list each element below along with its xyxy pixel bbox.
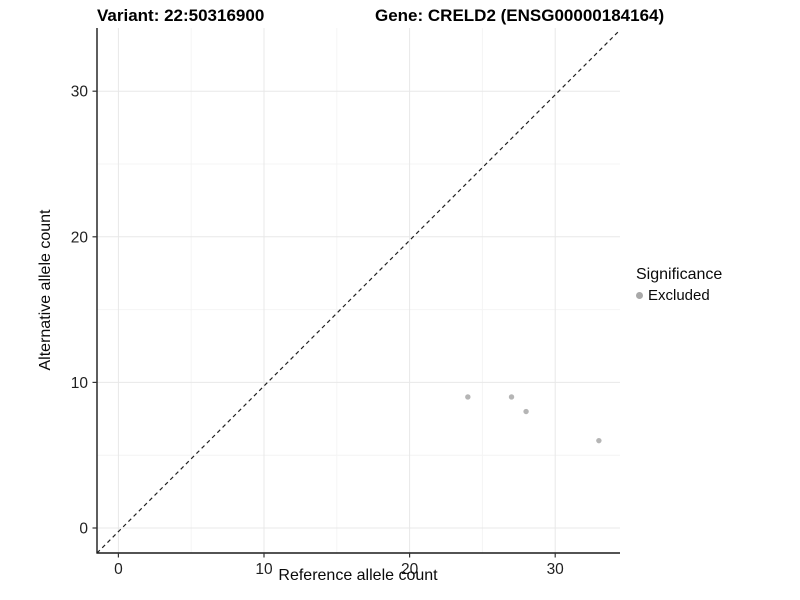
- data-point: [523, 408, 529, 415]
- y-tick-label: 0: [79, 521, 88, 538]
- legend-item-excluded: Excluded: [636, 287, 722, 304]
- variant-title: Variant: 22:50316900: [97, 6, 265, 25]
- gene-title: Gene: CRELD2 (ENSG00000184164): [375, 6, 665, 25]
- data-point: [508, 394, 515, 400]
- y-tick-label: 10: [71, 375, 89, 392]
- y-tick-label: 20: [71, 229, 89, 246]
- x-tick-label: 10: [255, 561, 273, 578]
- y-axis-title: Alternative allele count: [37, 209, 54, 371]
- y-tick-label: 30: [71, 84, 89, 101]
- identity-dashed-line: [96, 29, 621, 554]
- legend-title: Significance: [636, 266, 723, 283]
- data-point: [465, 394, 471, 400]
- x-axis-title: Reference allele count: [278, 567, 438, 584]
- data-point: [596, 437, 602, 444]
- legend: Significance Excluded: [636, 266, 722, 304]
- x-tick-label: 0: [114, 561, 123, 578]
- legend-dot-icon: [636, 292, 643, 299]
- x-tick-label: 30: [547, 561, 565, 578]
- legend-item-label: Excluded: [648, 287, 710, 304]
- x-tick-label: 20: [401, 561, 419, 578]
